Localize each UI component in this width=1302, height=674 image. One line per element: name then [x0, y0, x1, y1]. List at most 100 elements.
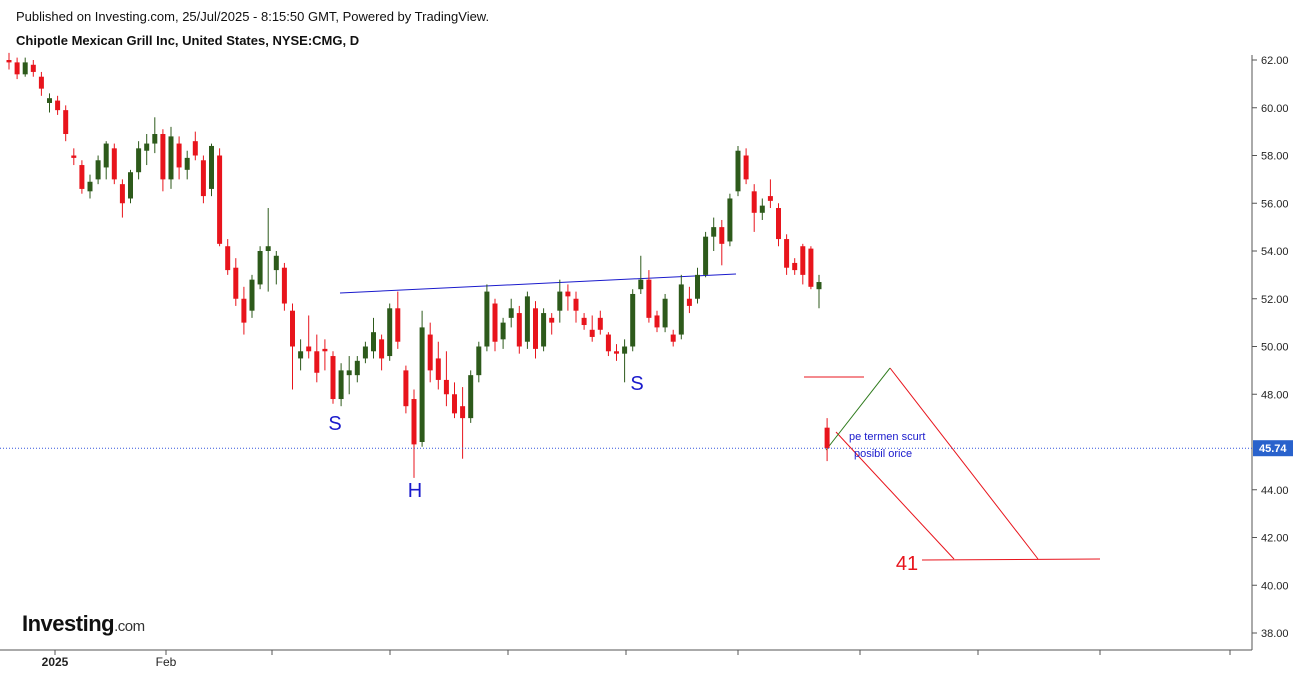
candle-body [128, 172, 133, 199]
candle-body [792, 262, 798, 271]
candle-body [346, 370, 352, 376]
neckline [339, 273, 737, 294]
candle-body [605, 334, 611, 352]
candle-body [47, 98, 52, 103]
candle-body [589, 329, 595, 337]
y-tick-label: 54.00 [1261, 246, 1289, 258]
candle-body [622, 346, 628, 354]
candle-body [816, 282, 822, 290]
candle-body [751, 191, 757, 213]
candle-body [492, 303, 498, 342]
candle-body [225, 246, 231, 271]
annotation: S [328, 413, 341, 435]
candle-body [362, 346, 368, 359]
candle-body [508, 308, 514, 318]
x-tick-label: Feb [156, 655, 177, 669]
candle-body [541, 313, 547, 347]
candle-body [767, 196, 773, 201]
candle-body [71, 155, 77, 158]
candle-body [686, 298, 692, 306]
y-tick-label: 60.00 [1261, 103, 1289, 115]
candle-body [265, 246, 271, 251]
annotation: pe termen scurt [849, 431, 925, 443]
candle-body [452, 394, 457, 414]
y-tick-label: 48.00 [1261, 389, 1289, 401]
candle-body [79, 165, 85, 189]
candle-body [379, 339, 385, 359]
candle-body [638, 279, 644, 290]
candle-body [249, 279, 255, 311]
candle-body [338, 370, 344, 400]
candle-body [784, 239, 790, 268]
candle-body [727, 198, 733, 242]
annotation: S [630, 373, 643, 395]
candle-body [427, 334, 433, 371]
candle-body [87, 181, 93, 192]
candle-body [111, 148, 117, 180]
candle-body [597, 317, 603, 330]
candle-body [63, 110, 69, 135]
candle-body [152, 134, 158, 144]
candle-body [298, 351, 304, 359]
candle-body [703, 236, 709, 275]
candle-body [371, 332, 376, 352]
candle-body [281, 267, 287, 304]
candle-body [30, 64, 36, 72]
candle-body [241, 298, 247, 323]
y-tick-label: 56.00 [1261, 198, 1289, 210]
candle-body [468, 375, 474, 419]
candle-body [654, 315, 660, 328]
candle-body [176, 143, 182, 168]
candle-body [395, 308, 401, 342]
annotation: posibil orice [854, 448, 912, 460]
x-ticks [54, 650, 1231, 655]
logo-suffix: .com [114, 618, 145, 635]
candle-body [581, 317, 587, 326]
candle-body [314, 351, 320, 373]
candle-body [662, 298, 668, 328]
candle-body [387, 308, 393, 357]
candle-body [484, 291, 490, 347]
y-tick-label: 40.00 [1261, 580, 1289, 592]
x-tick-label: 2025 [42, 655, 69, 669]
candle-body [646, 279, 652, 318]
candle-body [144, 143, 150, 151]
y-tick-label: 38.00 [1261, 628, 1289, 640]
candle-body [443, 379, 449, 395]
y-tick-label: 50.00 [1261, 342, 1289, 354]
candle-body [800, 246, 806, 275]
candle-body [233, 267, 239, 299]
candle-body [95, 160, 101, 180]
candle-body [557, 291, 563, 311]
candle-body [330, 356, 336, 400]
candle-body [435, 358, 441, 380]
candle-body [549, 317, 555, 323]
candle-body [14, 62, 20, 75]
logo-brand: Investing [22, 611, 114, 636]
candle-body [500, 322, 506, 340]
candle-body [136, 148, 142, 173]
candle-body [192, 141, 198, 156]
logo: Investing.com [22, 611, 145, 636]
candle-body [403, 370, 409, 407]
published-note: Published on Investing.com, 25/Jul/2025 … [16, 9, 489, 24]
annotation: H [408, 480, 422, 502]
candle-body [273, 255, 279, 271]
candle-body [354, 360, 360, 376]
candle-body [711, 227, 717, 237]
candle-body [55, 100, 61, 111]
last-price-box [1253, 440, 1293, 457]
y-tick-label: 42.00 [1261, 533, 1289, 545]
candle-body [306, 346, 312, 352]
candle-body [719, 227, 725, 244]
candle-body [22, 62, 28, 75]
candle-body [257, 251, 263, 285]
candle-body [533, 308, 538, 349]
candle-body [411, 399, 417, 445]
candle-body [516, 313, 522, 347]
candle-body [419, 327, 425, 442]
candle-body [168, 136, 174, 180]
candle-body [824, 427, 830, 449]
candle-body [184, 157, 190, 170]
